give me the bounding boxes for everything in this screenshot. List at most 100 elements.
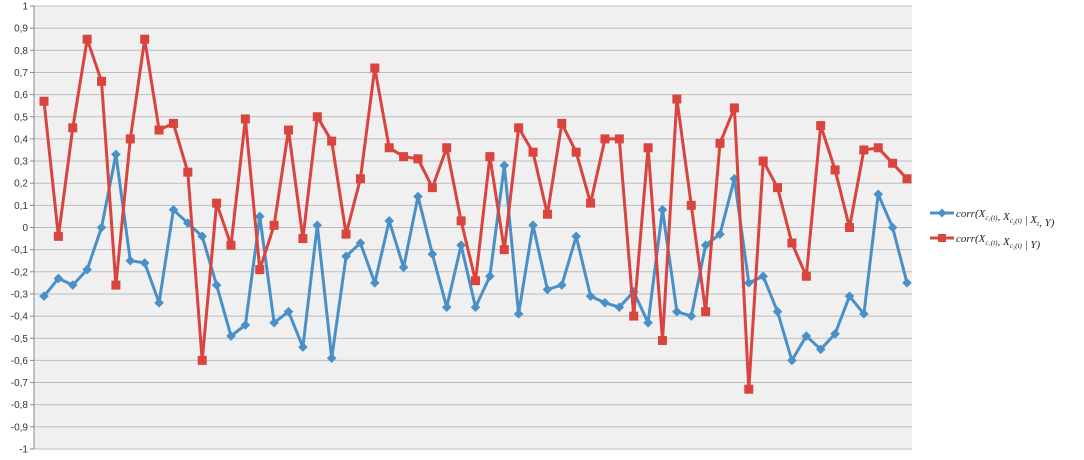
data-point <box>801 331 812 341</box>
data-point <box>255 265 265 275</box>
data-point <box>211 280 222 290</box>
data-point <box>686 311 697 321</box>
grid-lines <box>34 5 912 450</box>
data-point <box>773 183 783 193</box>
data-point <box>844 291 855 301</box>
data-point <box>585 291 596 301</box>
data-point <box>284 125 294 135</box>
data-point <box>355 174 365 184</box>
data-point <box>887 222 898 233</box>
data-point <box>413 154 423 164</box>
data-point <box>197 355 207 365</box>
y-tick-label: 0,5 <box>14 112 28 123</box>
y-tick-label: -0,7 <box>11 378 29 389</box>
data-point <box>557 118 567 128</box>
data-point <box>398 262 409 273</box>
data-point <box>672 94 682 104</box>
data-point <box>140 34 150 44</box>
data-point <box>226 331 236 341</box>
y-tick-label: 0,7 <box>14 68 28 79</box>
data-point <box>672 306 682 317</box>
data-point <box>499 160 510 171</box>
legend-item-2: corr(Xc₁(t), Xc₂(t) | Y) <box>930 233 1041 251</box>
data-point <box>499 245 509 255</box>
data-point <box>787 238 797 248</box>
data-point <box>542 284 553 295</box>
data-point <box>240 114 250 124</box>
data-point <box>859 309 869 319</box>
legend-marker <box>937 208 947 218</box>
data-point <box>528 220 538 231</box>
legend: corr(Xc₁(t), Xc₂(t) | Xt, Y) corr(Xc₁(t),… <box>930 208 1055 251</box>
data-point <box>643 143 653 153</box>
y-tick-label: 0,1 <box>14 201 28 212</box>
legend-marker <box>938 234 946 242</box>
y-tick-label: 0,3 <box>14 157 28 168</box>
series-layer <box>39 34 912 394</box>
data-point <box>513 309 524 319</box>
y-tick-label: -0,6 <box>11 356 29 367</box>
data-point <box>125 255 136 266</box>
data-point <box>154 298 164 308</box>
data-point <box>758 156 768 166</box>
data-point <box>442 143 452 153</box>
data-point <box>830 165 840 175</box>
data-point <box>485 271 495 282</box>
y-tick-label: 0,4 <box>14 134 28 145</box>
data-point <box>111 280 121 290</box>
data-point <box>557 280 567 290</box>
y-tick-label: -1 <box>19 445 28 456</box>
data-point <box>542 209 552 219</box>
data-point <box>168 118 178 128</box>
y-tick-label: 0,9 <box>14 24 28 35</box>
data-point <box>341 251 351 262</box>
data-point <box>197 231 208 242</box>
data-point <box>514 123 524 133</box>
y-tick-label: -0,5 <box>11 334 29 345</box>
data-point <box>614 302 625 313</box>
data-point <box>53 273 64 284</box>
data-point <box>226 240 236 250</box>
data-point <box>743 278 754 288</box>
data-point <box>312 220 323 231</box>
data-point <box>600 134 610 144</box>
data-point <box>97 76 107 86</box>
data-point <box>729 103 739 113</box>
data-point <box>859 145 869 155</box>
data-point <box>844 223 854 232</box>
data-point <box>470 302 481 313</box>
data-point <box>269 317 279 328</box>
data-point <box>815 344 826 355</box>
data-point <box>600 298 610 308</box>
data-point <box>370 278 380 288</box>
y-tick-label: -0,2 <box>11 267 29 278</box>
data-point <box>471 276 480 286</box>
data-point <box>571 231 581 242</box>
data-point <box>254 211 265 222</box>
data-point <box>326 353 337 363</box>
legend-label: corr(Xc₁(t), Xc₂(t) | Y) <box>956 233 1041 251</box>
data-point <box>168 204 179 215</box>
data-point <box>816 121 826 131</box>
data-point <box>485 152 495 162</box>
data-point <box>283 306 294 317</box>
data-point <box>902 174 912 184</box>
data-point <box>902 278 912 288</box>
data-point <box>96 222 107 233</box>
data-point <box>586 198 596 208</box>
data-point <box>370 63 380 73</box>
y-tick-label: 0,6 <box>14 90 28 101</box>
data-point <box>413 191 423 202</box>
data-point <box>456 216 466 226</box>
data-point <box>772 306 783 317</box>
data-point <box>327 136 337 146</box>
data-point <box>614 134 624 144</box>
data-point <box>355 238 366 248</box>
data-point <box>111 149 121 160</box>
y-tick-label: 0,8 <box>14 46 28 57</box>
data-point <box>528 147 538 157</box>
data-point <box>830 329 840 339</box>
data-point <box>39 291 49 301</box>
y-tick-label: -0,8 <box>11 400 29 411</box>
data-point <box>154 125 164 135</box>
